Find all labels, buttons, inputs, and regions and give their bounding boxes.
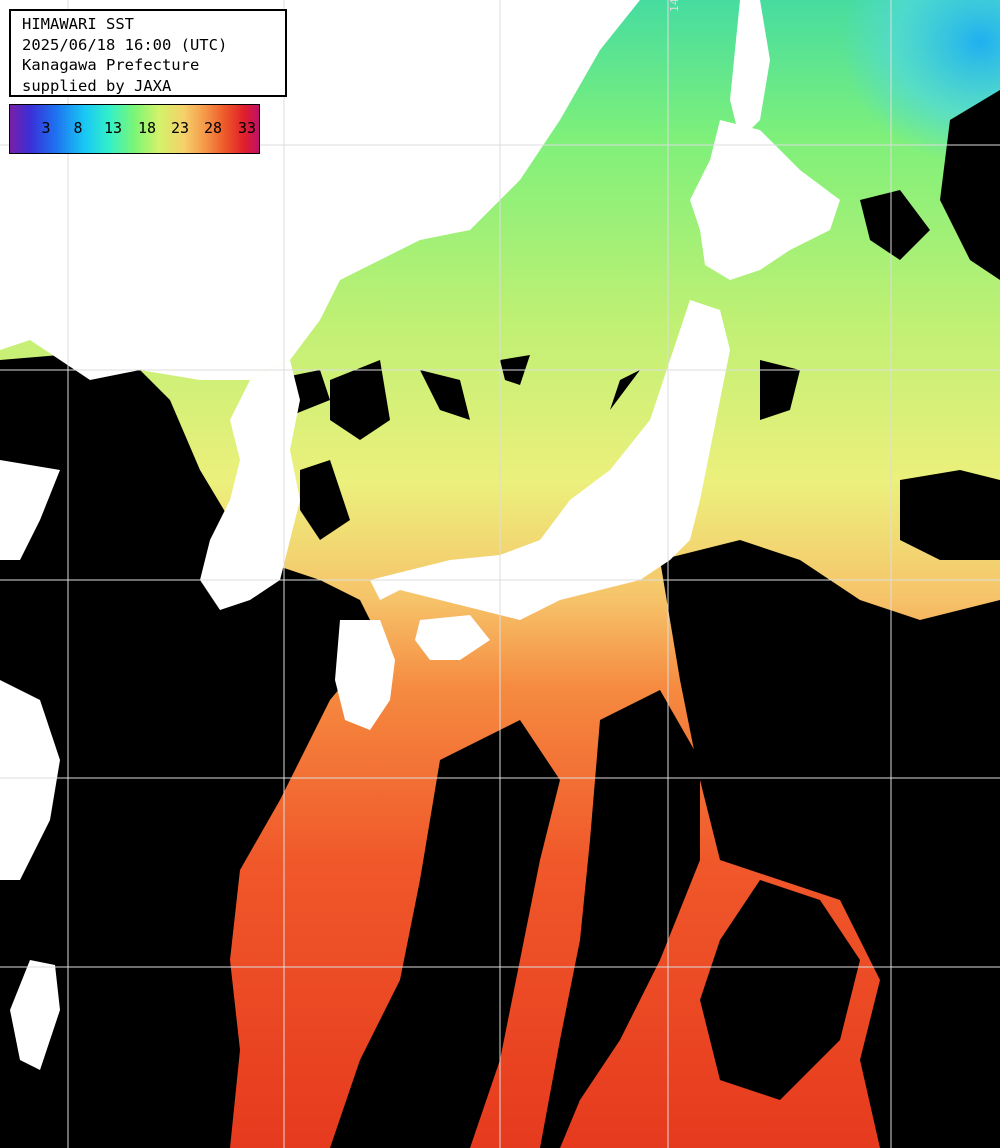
- meridian-label: 140: [668, 0, 681, 12]
- legend-label: 23: [170, 119, 190, 137]
- legend-label: 28: [203, 119, 223, 137]
- provider-prefecture: Kanagawa Prefecture: [22, 56, 200, 74]
- timestamp: 2025/06/18 16:00 (UTC): [22, 35, 228, 54]
- temperature-color-legend: 3 8 13 18 23 28 33: [9, 104, 260, 154]
- land: [0, 0, 840, 1070]
- legend-label: 8: [73, 119, 83, 137]
- cloud-mask: [0, 90, 1000, 1148]
- info-box: HIMAWARI SST 2025/06/18 16:00 (UTC) Kana…: [9, 9, 287, 97]
- legend-label: 3: [41, 119, 51, 137]
- legend-label: 33: [237, 119, 257, 137]
- legend-label: 18: [137, 119, 157, 137]
- data-credit: supplied by JAXA: [22, 76, 172, 95]
- legend-label: 13: [103, 119, 123, 137]
- product-title: HIMAWARI SST: [22, 15, 134, 33]
